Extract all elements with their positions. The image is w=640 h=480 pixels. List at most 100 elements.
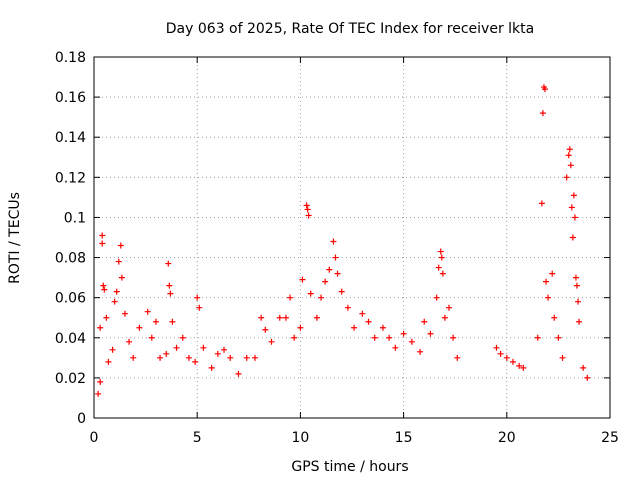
x-tick-label: 25 [601, 430, 619, 446]
data-point [400, 330, 407, 337]
y-tick-label: 0 [77, 411, 86, 427]
data-point [503, 354, 510, 361]
x-tick-label: 20 [498, 430, 516, 446]
data-point [516, 362, 523, 369]
data-point [97, 324, 104, 331]
data-point [330, 238, 337, 245]
data-point [268, 338, 275, 345]
data-point [115, 258, 122, 265]
plot-frame [93, 56, 611, 419]
data-point [303, 202, 310, 209]
data-point [427, 330, 434, 337]
y-tick-label: 0.16 [55, 90, 86, 106]
data-point [258, 314, 265, 321]
data-point [408, 338, 415, 345]
data-point [545, 294, 552, 301]
data-point [117, 242, 124, 249]
data-point [454, 354, 461, 361]
data-point [559, 354, 566, 361]
data-point [334, 270, 341, 277]
data-point [136, 324, 143, 331]
data-point [563, 174, 570, 181]
data-point [126, 338, 133, 345]
data-point [118, 274, 125, 281]
data-point [192, 358, 199, 365]
data-point [173, 344, 180, 351]
data-point [326, 266, 333, 273]
y-tick-label: 0.06 [55, 291, 86, 307]
data-point [386, 334, 393, 341]
data-point [163, 350, 170, 357]
data-point [251, 354, 258, 361]
data-point [555, 334, 562, 341]
chart-title: Day 063 of 2025, Rate Of TEC Index for r… [166, 21, 534, 37]
data-point [392, 344, 399, 351]
data-point [439, 270, 446, 277]
data-point [571, 214, 578, 221]
data-point [379, 324, 386, 331]
data-point [520, 364, 527, 371]
data-point [297, 324, 304, 331]
y-tick-label: 0.02 [55, 371, 86, 387]
data-point [566, 146, 573, 153]
x-tick-label: 15 [395, 430, 413, 446]
y-tick-label: 0.1 [64, 210, 86, 226]
data-point [567, 162, 574, 169]
data-point [543, 278, 550, 285]
data-point [130, 354, 137, 361]
data-point [570, 192, 577, 199]
data-point [97, 378, 104, 385]
data-point [549, 270, 556, 277]
data-point [497, 350, 504, 357]
data-point [305, 212, 312, 219]
data-point [111, 298, 118, 305]
data-point [438, 254, 445, 261]
data-point [99, 240, 106, 247]
y-axis-label: ROTI / TECUs [7, 192, 23, 284]
data-point [194, 294, 201, 301]
y-tick-label: 0.04 [55, 331, 86, 347]
data-point [166, 282, 173, 289]
data-point [152, 318, 159, 325]
data-point [167, 290, 174, 297]
data-point [103, 314, 110, 321]
data-point [351, 324, 358, 331]
data-point [421, 318, 428, 325]
data-point [446, 304, 453, 311]
data-point [318, 294, 325, 301]
data-point [148, 334, 155, 341]
x-tick-label: 5 [193, 430, 202, 446]
data-point [100, 282, 107, 289]
data-point [169, 318, 176, 325]
data-point [144, 308, 151, 315]
data-point [243, 354, 250, 361]
data-point [313, 314, 320, 321]
data-point [235, 370, 242, 377]
data-point [509, 358, 516, 365]
data-point [573, 282, 580, 289]
data-point [575, 298, 582, 305]
data-point [282, 314, 289, 321]
data-point [565, 152, 572, 159]
data-point [165, 260, 172, 267]
x-tick-label: 10 [291, 430, 309, 446]
data-point [113, 288, 120, 295]
data-point [493, 344, 500, 351]
data-point [417, 348, 424, 355]
data-point [99, 232, 106, 239]
data-point [101, 286, 108, 293]
data-point [208, 364, 215, 371]
data-point [371, 334, 378, 341]
data-point [121, 310, 128, 317]
data-point [307, 290, 314, 297]
data-point [262, 326, 269, 333]
data-point [332, 254, 339, 261]
data-point [580, 364, 587, 371]
y-tick-label: 0.18 [55, 50, 86, 66]
data-point [322, 278, 329, 285]
data-point [227, 354, 234, 361]
data-point [338, 288, 345, 295]
data-point [538, 200, 545, 207]
